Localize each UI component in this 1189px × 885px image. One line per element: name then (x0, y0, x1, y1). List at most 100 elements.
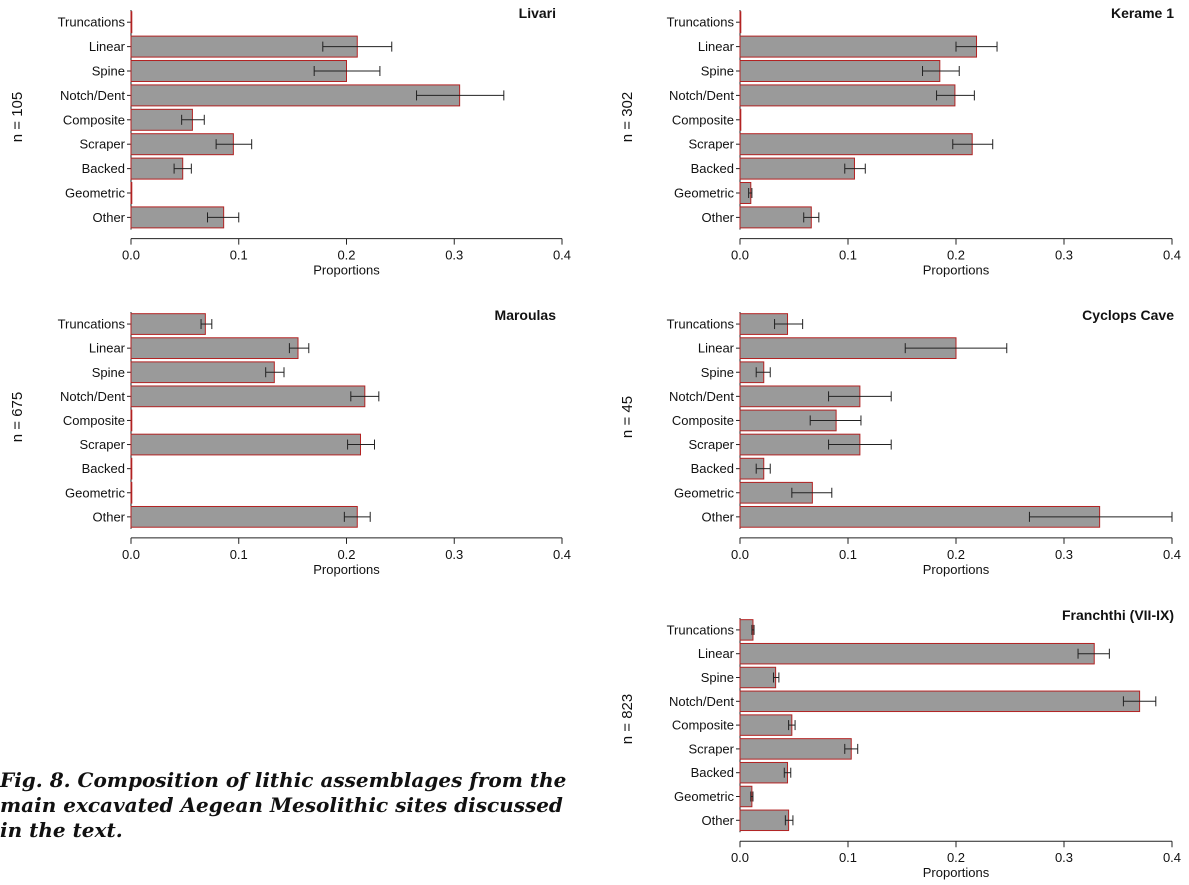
bar-composite (130, 409, 133, 432)
sample-size-label: n = 105 (9, 92, 26, 142)
category-label-truncations: Truncations (58, 317, 126, 332)
category-label-other: Other (701, 509, 734, 524)
bar-spine (739, 666, 777, 689)
panel-title: Franchthi (VII-IX) (1062, 607, 1174, 623)
category-label-backed: Backed (691, 161, 734, 176)
bar-spine (739, 60, 941, 82)
bar-truncations (130, 11, 133, 34)
x-axis-title: Proportions (313, 263, 380, 278)
x-tick-label: 0.2 (947, 547, 965, 562)
x-tick-label: 0.0 (122, 547, 140, 562)
category-label-composite: Composite (672, 413, 734, 428)
bar-truncations (739, 11, 742, 34)
chart-maroulas: Maroulas n = 675 Truncations Linear Spine Not… (9, 307, 571, 577)
category-label-composite: Composite (63, 413, 125, 428)
x-axis-title: Proportions (923, 263, 990, 278)
category-label-notch-dent: Notch/Dent (669, 694, 734, 709)
bar-backed (739, 761, 789, 784)
category-label-notch-dent: Notch/Dent (60, 389, 125, 404)
x-axis-title: Proportions (313, 562, 380, 577)
bar-notch-dent (130, 385, 366, 408)
figure-caption: Fig. 8. Composition of lithic assemblage… (0, 768, 567, 842)
x-tick-label: 0.1 (230, 248, 248, 263)
category-label-other: Other (701, 210, 734, 225)
category-label-geometric: Geometric (674, 186, 734, 201)
category-label-notch-dent: Notch/Dent (60, 88, 125, 103)
bar-scraper (739, 133, 973, 156)
bar-backed (130, 457, 133, 480)
x-tick-label: 0.3 (445, 547, 463, 562)
category-label-scraper: Scraper (688, 741, 734, 756)
x-tick-label: 0.2 (337, 248, 355, 263)
bar-notch-dent (130, 84, 461, 107)
bar-composite (739, 714, 793, 736)
category-label-other: Other (92, 509, 125, 524)
bar-spine (130, 361, 275, 384)
bar-notch-dent (739, 690, 1141, 713)
x-tick-label: 0.4 (1163, 547, 1181, 562)
category-label-other: Other (701, 813, 734, 828)
bar-truncations (739, 619, 754, 641)
sample-size-label: n = 823 (619, 694, 636, 744)
x-tick-label: 0.3 (445, 248, 463, 263)
x-tick-label: 0.2 (337, 547, 355, 562)
category-label-composite: Composite (63, 112, 125, 127)
sample-size-label: n = 675 (9, 392, 26, 442)
category-label-spine: Spine (701, 64, 734, 79)
bar-geometric (130, 182, 133, 204)
x-tick-label: 0.3 (1055, 547, 1073, 562)
x-axis-title: Proportions (923, 562, 990, 577)
category-label-geometric: Geometric (65, 186, 125, 201)
chart-livari: Livari n = 105 Truncations Linear Spine Notch… (9, 5, 571, 278)
x-tick-label: 0.1 (839, 248, 857, 263)
category-label-truncations: Truncations (667, 317, 735, 332)
category-label-linear: Linear (89, 341, 126, 356)
x-tick-label: 0.3 (1055, 248, 1073, 263)
bar-notch-dent (739, 84, 956, 107)
category-label-backed: Backed (82, 161, 125, 176)
bar-scraper (739, 738, 852, 760)
category-label-backed: Backed (691, 765, 734, 780)
x-tick-label: 0.0 (731, 248, 749, 263)
sample-size-label: n = 45 (619, 396, 636, 438)
x-tick-label: 0.2 (947, 850, 965, 865)
bar-backed (739, 157, 855, 180)
category-label-backed: Backed (691, 461, 734, 476)
category-label-geometric: Geometric (65, 485, 125, 500)
category-label-spine: Spine (92, 365, 125, 380)
x-tick-label: 0.3 (1055, 850, 1073, 865)
panel-title: Cyclops Cave (1082, 307, 1174, 323)
category-label-truncations: Truncations (667, 15, 735, 30)
x-tick-label: 0.4 (1163, 248, 1181, 263)
category-label-scraper: Scraper (79, 137, 125, 152)
category-label-linear: Linear (698, 646, 735, 661)
category-label-composite: Composite (672, 112, 734, 127)
x-tick-label: 0.1 (230, 547, 248, 562)
bar-geometric (130, 481, 133, 504)
x-tick-label: 0.0 (731, 850, 749, 865)
bar-other (739, 206, 812, 229)
bar-linear (739, 35, 978, 58)
category-label-spine: Spine (92, 64, 125, 79)
category-label-composite: Composite (672, 718, 734, 733)
category-label-scraper: Scraper (688, 437, 734, 452)
category-label-linear: Linear (698, 39, 735, 54)
category-label-backed: Backed (82, 461, 125, 476)
category-label-geometric: Geometric (674, 485, 734, 500)
category-label-truncations: Truncations (58, 15, 126, 30)
category-label-scraper: Scraper (79, 437, 125, 452)
category-label-truncations: Truncations (667, 622, 735, 637)
category-label-spine: Spine (701, 670, 734, 685)
x-tick-label: 0.1 (839, 547, 857, 562)
bar-linear (130, 337, 299, 360)
x-tick-label: 0.2 (947, 248, 965, 263)
bar-geometric (739, 785, 753, 808)
category-label-other: Other (92, 210, 125, 225)
chart-cyclops-cave: Cyclops Cave n = 45 Truncations Linear Spine… (619, 307, 1181, 577)
bar-truncations (130, 313, 206, 335)
x-tick-label: 0.0 (122, 248, 140, 263)
x-tick-label: 0.4 (1163, 850, 1181, 865)
category-label-notch-dent: Notch/Dent (669, 389, 734, 404)
category-label-spine: Spine (701, 365, 734, 380)
bar-other (739, 809, 790, 832)
